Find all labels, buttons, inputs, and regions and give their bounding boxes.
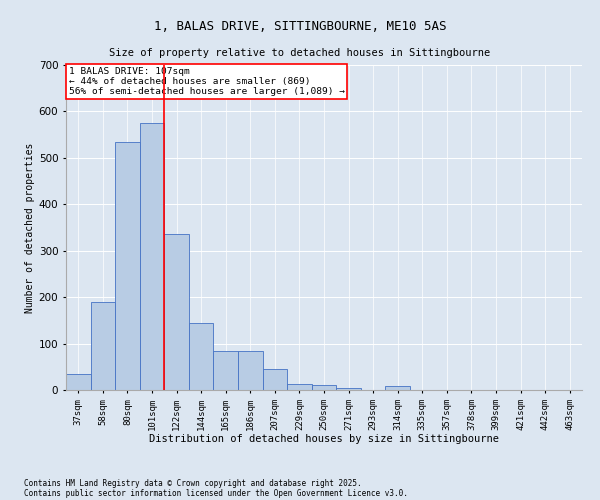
Bar bbox=[214, 350, 238, 390]
Bar bbox=[91, 302, 115, 390]
Bar bbox=[287, 384, 312, 390]
Text: Size of property relative to detached houses in Sittingbourne: Size of property relative to detached ho… bbox=[109, 48, 491, 58]
Bar bbox=[312, 386, 336, 390]
X-axis label: Distribution of detached houses by size in Sittingbourne: Distribution of detached houses by size … bbox=[149, 434, 499, 444]
Bar bbox=[189, 322, 214, 390]
Bar bbox=[66, 374, 91, 390]
Text: 1, BALAS DRIVE, SITTINGBOURNE, ME10 5AS: 1, BALAS DRIVE, SITTINGBOURNE, ME10 5AS bbox=[154, 20, 446, 33]
Bar bbox=[238, 350, 263, 390]
Bar bbox=[263, 369, 287, 390]
Text: 1 BALAS DRIVE: 107sqm
← 44% of detached houses are smaller (869)
56% of semi-det: 1 BALAS DRIVE: 107sqm ← 44% of detached … bbox=[68, 66, 344, 96]
Bar bbox=[385, 386, 410, 390]
Y-axis label: Number of detached properties: Number of detached properties bbox=[25, 142, 35, 312]
Bar bbox=[164, 234, 189, 390]
Text: Contains HM Land Registry data © Crown copyright and database right 2025.: Contains HM Land Registry data © Crown c… bbox=[24, 478, 362, 488]
Text: Contains public sector information licensed under the Open Government Licence v3: Contains public sector information licen… bbox=[24, 488, 408, 498]
Bar bbox=[115, 142, 140, 390]
Bar bbox=[140, 123, 164, 390]
Bar bbox=[336, 388, 361, 390]
